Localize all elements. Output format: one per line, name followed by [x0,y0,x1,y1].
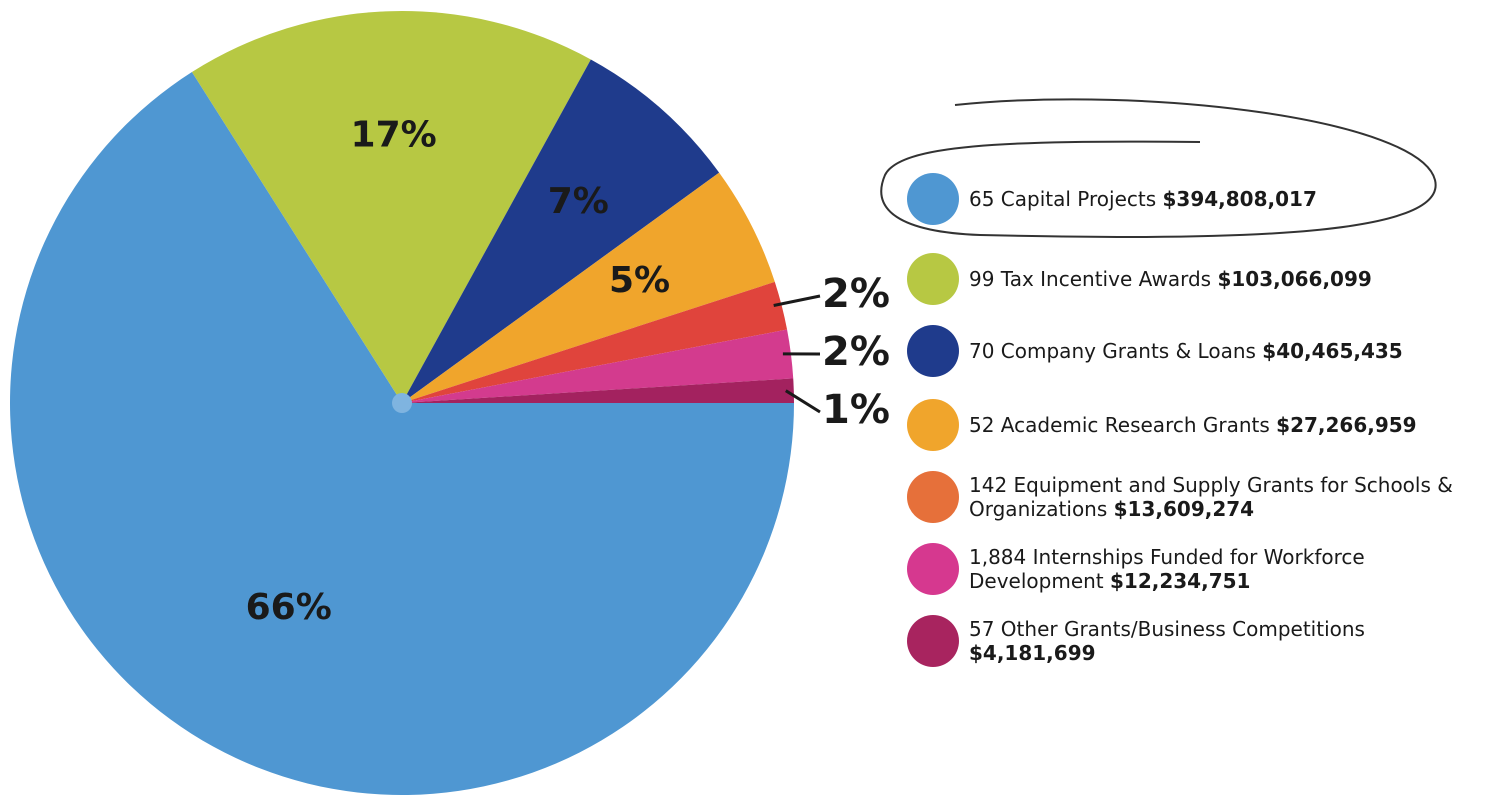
legend-amount: $4,181,699 [969,641,1096,665]
slice-label: 17% [351,115,437,156]
legend-item: 1,884 Internships Funded for Workforce D… [905,540,1495,598]
legend-text: 65 Capital Projects $394,808,017 [969,187,1317,211]
legend-item: 99 Tax Incentive Awards $103,066,099 [905,250,1495,308]
slice-label: 7% [548,181,609,222]
legend-label: 65 Capital Projects [969,187,1156,211]
legend-text: 142 Equipment and Supply Grants for Scho… [969,473,1495,521]
legend-swatch [907,253,959,305]
legend-item: 70 Company Grants & Loans $40,465,435 [905,322,1495,380]
legend-item: 142 Equipment and Supply Grants for Scho… [905,468,1495,526]
legend-item: 65 Capital Projects $394,808,017 [905,170,1495,228]
legend-text: 99 Tax Incentive Awards $103,066,099 [969,267,1372,291]
legend-swatch [907,399,959,451]
legend-text: 1,884 Internships Funded for Workforce D… [969,545,1495,593]
legend-swatch [907,615,959,667]
legend-item: 57 Other Grants/Business Competitions $4… [905,612,1495,670]
legend-label: 70 Company Grants & Loans [969,339,1256,363]
legend-swatch [907,325,959,377]
legend-text: 70 Company Grants & Loans $40,465,435 [969,339,1403,363]
legend-text: 57 Other Grants/Business Competitions $4… [969,617,1495,665]
legend-label: 99 Tax Incentive Awards [969,267,1211,291]
legend-text: 52 Academic Research Grants $27,266,959 [969,413,1417,437]
legend-swatch [907,173,959,225]
legend-amount: $103,066,099 [1217,267,1371,291]
legend-item: 52 Academic Research Grants $27,266,959 [905,396,1495,454]
pie-center [392,393,412,413]
page: 66% 17% 7%5% 2% 2% 1% 65 Capital Projects $39… [0,0,1500,799]
legend-amount: $13,609,274 [1114,497,1254,521]
legend-amount: $12,234,751 [1110,569,1250,593]
legend-swatch [907,543,959,595]
leader-line [774,296,820,306]
slice-label: 5% [609,260,670,301]
legend-amount: $27,266,959 [1276,413,1416,437]
legend-label: 57 Other Grants/Business Competitions [969,617,1365,641]
slice-label: 1% [822,387,890,433]
legend-amount: $40,465,435 [1262,339,1402,363]
legend: 65 Capital Projects $394,808,017 99 Tax I… [905,170,1495,670]
slice-label: 66% [246,587,332,628]
slice-label: 2% [822,271,890,317]
legend-amount: $394,808,017 [1163,187,1317,211]
slice-label: 2% [822,329,890,375]
legend-label: 52 Academic Research Grants [969,413,1270,437]
legend-swatch [907,471,959,523]
